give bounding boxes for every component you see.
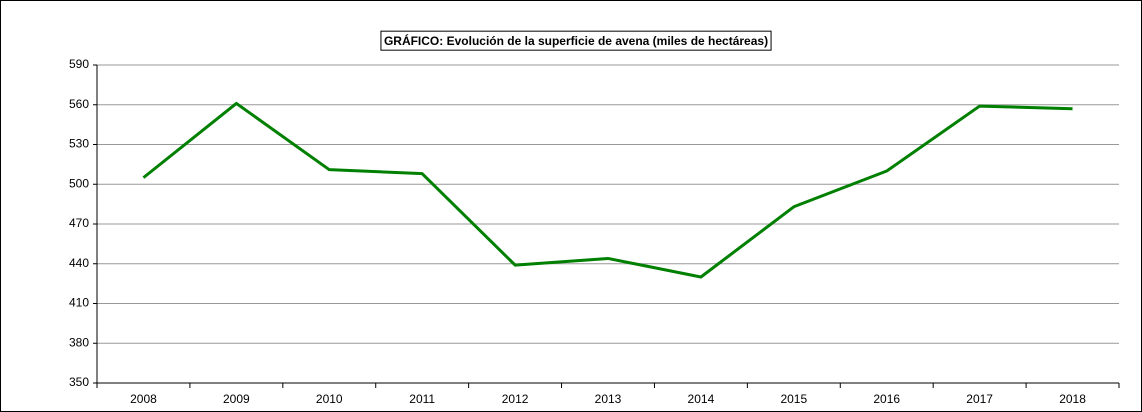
y-tick-label: 500 xyxy=(69,176,89,190)
x-tick-label: 2018 xyxy=(1059,392,1086,406)
y-tick-label: 470 xyxy=(69,216,89,230)
y-tick-label: 590 xyxy=(69,57,89,71)
chart-title: GRÁFICO: Evolución de la superficie de a… xyxy=(384,33,768,48)
x-tick-label: 2015 xyxy=(780,392,807,406)
x-tick-label: 2011 xyxy=(409,392,435,406)
x-tick-label: 2009 xyxy=(223,392,250,406)
y-tick-label: 530 xyxy=(69,137,89,151)
y-tick-label: 410 xyxy=(69,296,89,310)
y-tick-label: 380 xyxy=(69,335,89,349)
y-tick-label: 440 xyxy=(69,256,89,270)
x-tick-label: 2017 xyxy=(966,392,993,406)
y-tick-label: 560 xyxy=(69,97,89,111)
x-tick-label: 2016 xyxy=(873,392,900,406)
x-tick-label: 2014 xyxy=(688,392,715,406)
y-tick-label: 350 xyxy=(69,375,89,389)
x-tick-label: 2010 xyxy=(316,392,343,406)
data-line xyxy=(142,101,1073,279)
x-tick-label: 2008 xyxy=(130,392,157,406)
x-tick-label: 2012 xyxy=(502,392,529,406)
x-tick-label: 2013 xyxy=(595,392,622,406)
title-box xyxy=(380,30,772,51)
